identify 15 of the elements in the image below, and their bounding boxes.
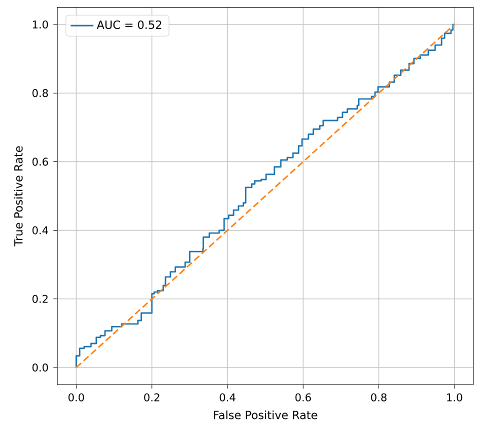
y-tick-label: 1.0 bbox=[32, 20, 48, 28]
y-tick-label: 0.2 bbox=[32, 294, 48, 303]
x-tick-label: 0.4 bbox=[220, 393, 236, 402]
x-tick-label: 0.0 bbox=[68, 393, 84, 402]
x-tick-label: 0.6 bbox=[295, 393, 311, 402]
y-tick-label: 0.0 bbox=[32, 363, 48, 372]
x-tick-label: 1.0 bbox=[447, 393, 462, 402]
y-tick-label: 0.8 bbox=[32, 89, 48, 98]
y-tick-label: 0.6 bbox=[32, 158, 48, 166]
y-axis-title: True Positive Rate bbox=[14, 146, 23, 246]
y-tick-label: 0.4 bbox=[32, 226, 48, 234]
x-tick-label: 0.2 bbox=[144, 393, 160, 402]
legend-label: AUC = 0.52 bbox=[96, 20, 162, 30]
x-axis-title: False Positive Rate bbox=[214, 410, 318, 420]
x-tick-label: 0.8 bbox=[371, 393, 387, 402]
